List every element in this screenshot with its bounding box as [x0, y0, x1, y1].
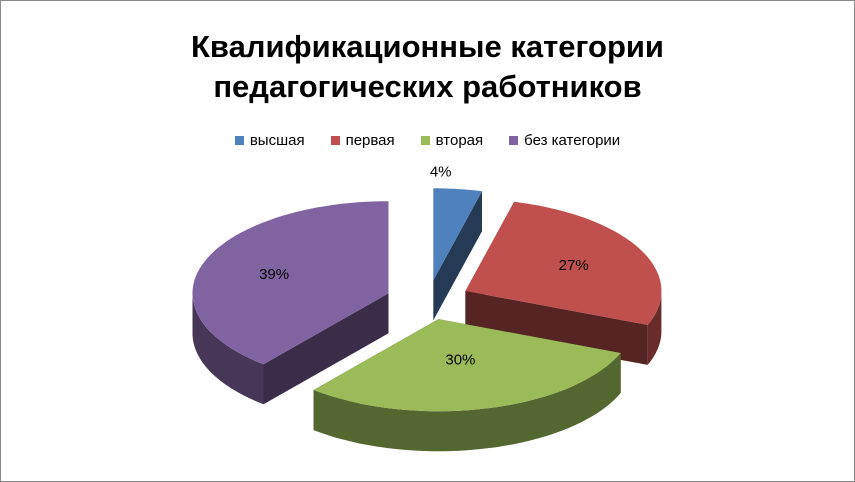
pie-slice-wall-0-1: [433, 191, 482, 321]
legend-item-vtoraya: вторая: [420, 132, 484, 149]
pie-slice-wall-3-0: [263, 293, 389, 405]
pie-slice-side-1: [647, 291, 662, 365]
pie-slice-side-2: [313, 353, 621, 452]
legend-swatch: [234, 136, 244, 145]
pie-slice-top-2: [313, 319, 621, 412]
pie-slice-side-3: [192, 293, 264, 405]
data-label-1: 27%: [559, 257, 589, 274]
chart-title-line-1: Квалификационные категории: [191, 29, 664, 64]
data-label-0: 4%: [430, 163, 452, 180]
legend-label: высшая: [249, 132, 305, 149]
legend-swatch: [330, 136, 340, 145]
pie-labels: 4% 27% 30% 39%: [259, 163, 589, 368]
data-label-2: 30%: [445, 351, 475, 368]
legend-label: без категории: [524, 132, 621, 149]
legend-item-bez-kategorii: без категории: [509, 132, 620, 149]
data-label-3: 39%: [259, 266, 289, 283]
legend-label: вторая: [435, 132, 484, 149]
chart-title-line-2: педагогических работников: [213, 69, 642, 104]
legend-item-pervaya: первая: [330, 132, 395, 149]
pie-slice-wall-1-1: [465, 291, 648, 365]
pie-slice-top-0: [433, 188, 482, 281]
legend-swatch: [509, 136, 519, 145]
legend-swatch: [420, 136, 430, 145]
pie-slices: [192, 188, 662, 452]
legend-label: первая: [345, 132, 395, 149]
chart-legend: высшая первая вторая без категории: [1, 132, 854, 149]
pie-slice-top-1: [465, 201, 662, 325]
legend-item-vysshaya: высшая: [234, 132, 305, 149]
pie-slice-top-3: [192, 201, 389, 365]
chart-title: Квалификационные категории педагогически…: [1, 27, 854, 107]
